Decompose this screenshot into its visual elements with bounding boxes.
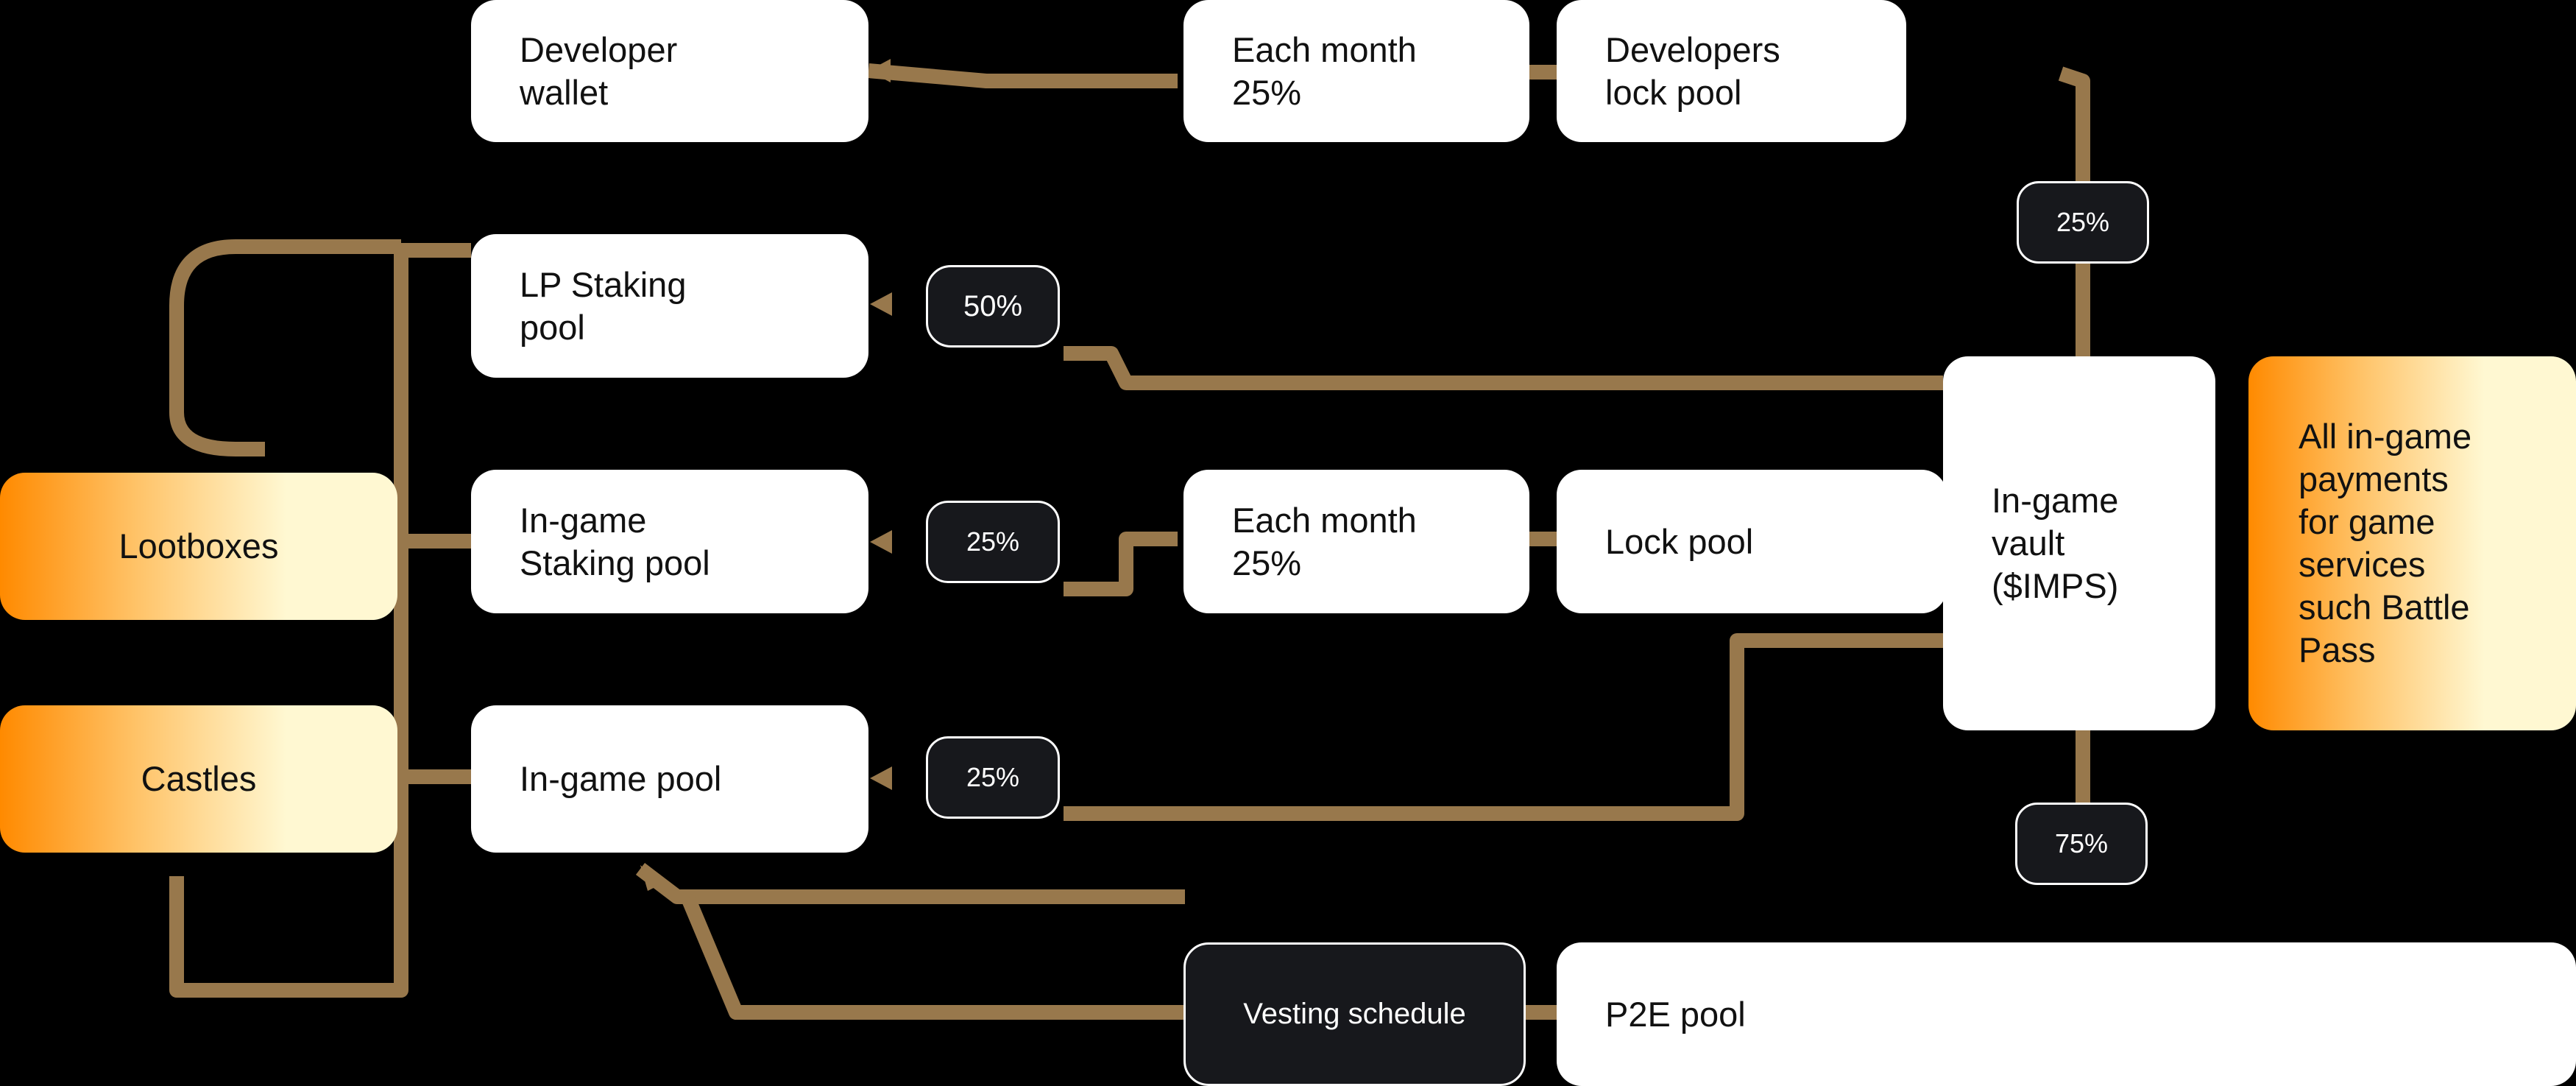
ingame-staking-badge: 25% [926, 501, 1060, 583]
bottom-return-connector [635, 863, 1185, 904]
lootboxes-node: Lootboxes [0, 473, 397, 620]
developer-wallet-node: Developer wallet [471, 0, 868, 142]
vault-to-ingamepool-connector [1064, 633, 1943, 821]
lock-pool-node: Lock pool [1557, 470, 1947, 613]
left-loop-connector [169, 239, 401, 456]
arrowhead-lpstaking [870, 292, 892, 316]
ingame-vault-node: In-game vault ($IMPS) [1943, 356, 2215, 730]
p2e-pool-node: P2E pool [1557, 942, 2576, 1086]
each-month-mid-node: Each month 25% [1183, 470, 1529, 613]
developers-lock-pool-node: Developers lock pool [1557, 0, 1906, 142]
all-payments-node: All in-game payments for game services s… [2248, 356, 2576, 730]
ingame-pool-node: In-game pool [471, 705, 868, 853]
arrowhead-ingamepool [870, 766, 892, 790]
each-month-top-node: Each month 25% [1183, 0, 1529, 142]
castles-node: Castles [0, 705, 397, 853]
ingame-pool-badge: 25% [926, 736, 1060, 819]
arrowhead-devwallet [868, 59, 891, 82]
arrowhead-ingamestaking [870, 530, 892, 554]
ingame-staking-pool-node: In-game Staking pool [471, 470, 868, 613]
vault-to-lpstaking-connector [1064, 346, 1943, 390]
vault-to-pools-badge: 75% [2015, 803, 2148, 885]
arrowhead-bottom [640, 865, 662, 891]
vesting-to-bottom-connector [681, 895, 1185, 1020]
monthly-to-ingamestaking-connector [1064, 532, 1178, 596]
vesting-schedule-node: Vesting schedule [1183, 942, 1526, 1086]
lp-staking-pool-node: LP Staking pool [471, 234, 868, 378]
monthly-to-devwallet-connector [868, 63, 1178, 88]
vault-to-devlock-connector [2058, 66, 2090, 359]
vault-to-devlock-badge: 25% [2017, 181, 2149, 264]
sources-bottom-connector [169, 876, 401, 998]
lp-staking-badge: 50% [926, 265, 1060, 348]
